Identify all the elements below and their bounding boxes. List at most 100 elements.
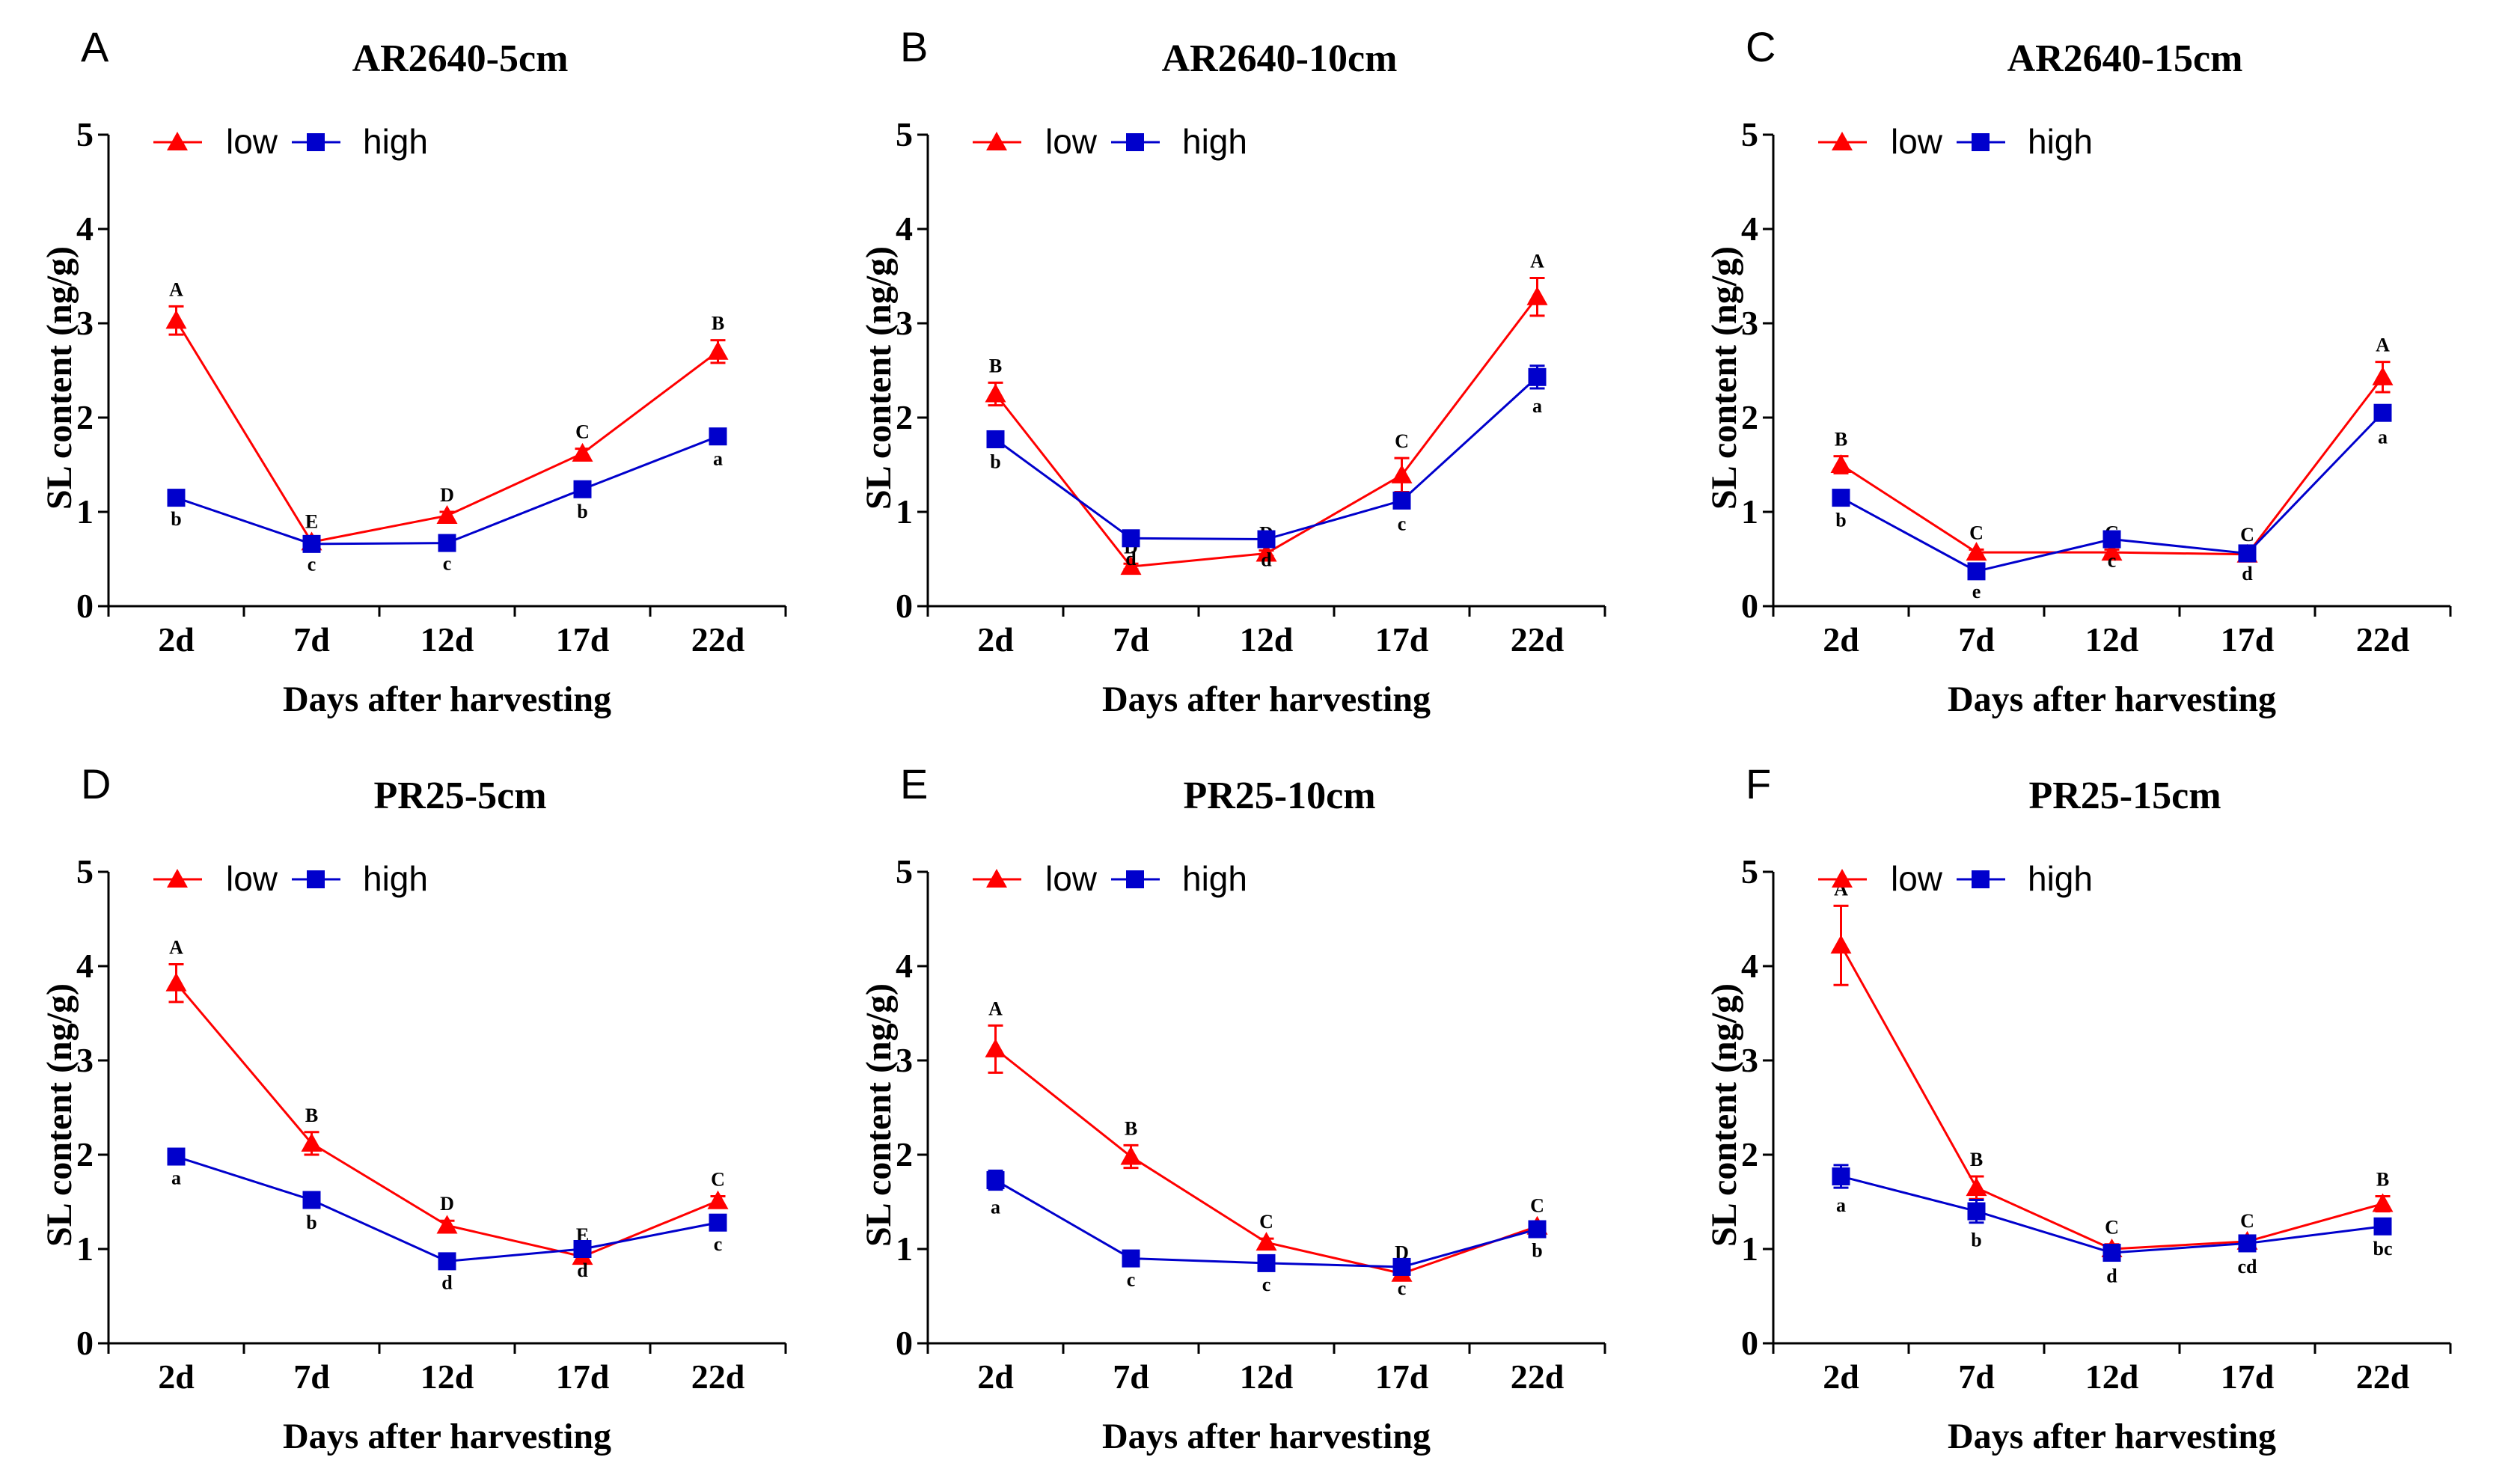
x-tick-label: 12d: [2085, 620, 2139, 659]
data-point-high: [167, 489, 186, 507]
y-tick-label: 2: [76, 1135, 94, 1173]
y-tick-label: 4: [76, 947, 94, 985]
chart-panel-b: B AR2640-10cm 0 1 2 3 4 5 2d 7d 12d 17d 22d Days afte…: [859, 23, 1606, 719]
data-point-high: [986, 430, 1005, 448]
data-point-low: [2372, 366, 2394, 385]
y-tick-label: 3: [896, 304, 913, 342]
chart-panel-a: A AR2640-5cm 0 1 2 3 4 5 2d 7d 12d 17d 22d Days after…: [40, 23, 787, 719]
significance-label-low: A: [1530, 251, 1544, 272]
panel-letter: A: [81, 23, 109, 70]
significance-label-low: C: [2240, 1210, 2254, 1232]
legend-marker-low: [167, 132, 188, 150]
legend-label-low: low: [1045, 859, 1098, 898]
legend-label-low: low: [1045, 122, 1098, 161]
significance-label-low: E: [305, 510, 318, 532]
significance-label-low: C: [1259, 1211, 1273, 1233]
y-tick-label: 0: [896, 1324, 913, 1362]
y-axis-label: SL content (ng/g): [859, 983, 899, 1247]
significance-label-low: B: [712, 313, 724, 335]
legend-marker-high: [1972, 133, 1990, 151]
y-tick-label: 3: [76, 304, 94, 342]
legend-marker-high: [1972, 870, 1990, 888]
significance-label-low: C: [1395, 430, 1409, 452]
x-tick-label: 22d: [1511, 620, 1565, 659]
series-line-high: [994, 376, 1538, 541]
x-tick-label: 2d: [158, 1358, 195, 1396]
significance-label-high: c: [714, 1233, 723, 1255]
significance-label-high: b: [171, 508, 181, 530]
chart-panel-c: C AR2640-15cm 0 1 2 3 4 5 2d 7d 12d 17d 22d Days afte…: [1704, 23, 2452, 719]
x-tick-label: 2d: [158, 620, 195, 659]
significance-label-high: a: [1836, 1194, 1846, 1216]
y-tick-label: 1: [76, 492, 94, 531]
y-tick-label: 5: [1741, 115, 1758, 153]
x-tick-label: 22d: [2356, 1358, 2410, 1396]
x-tick-label: 12d: [2085, 1358, 2139, 1396]
data-point-low: [1120, 1146, 1142, 1165]
significance-label-high: a: [991, 1197, 1000, 1218]
y-axis-label: SL content (ng/g): [1704, 983, 1744, 1247]
y-tick-label: 2: [896, 1135, 913, 1173]
significance-label-high: a: [171, 1167, 181, 1189]
y-tick-label: 3: [1741, 1041, 1758, 1079]
significance-label-low: C: [1969, 522, 1984, 543]
data-point-high: [1832, 489, 1850, 507]
x-tick-label: 22d: [691, 620, 745, 659]
chart-title: AR2640-15cm: [2007, 37, 2243, 80]
data-point-low: [1966, 542, 1987, 561]
chart-panel-d: D PR25-5cm 0 1 2 3 4 5 2d 7d 12d 17d 22d Days after h…: [40, 760, 787, 1456]
y-axis-label: SL content (ng/g): [40, 246, 79, 510]
y-tick-label: 0: [896, 587, 913, 625]
data-point-low: [985, 1038, 1006, 1057]
significance-label-high: b: [306, 1212, 316, 1233]
data-point-high: [2102, 530, 2121, 549]
legend-label-high: high: [1182, 859, 1247, 898]
data-point-low: [707, 1190, 729, 1209]
data-point-low: [2101, 542, 2123, 561]
significance-label-low: A: [169, 936, 183, 958]
significance-label-high: c: [1127, 1269, 1136, 1291]
x-tick-label: 2d: [977, 1358, 1014, 1396]
significance-label-high: d: [1125, 548, 1137, 569]
data-point-low: [436, 505, 458, 525]
y-tick-label: 1: [896, 492, 913, 531]
significance-label-low: C: [2240, 524, 2254, 546]
x-axis-label: Days after harvesting: [1102, 1417, 1431, 1456]
significance-label-high: b: [577, 501, 587, 522]
significance-label-high: c: [308, 554, 316, 575]
significance-label-low: B: [989, 355, 1002, 376]
data-point-high: [302, 1191, 321, 1209]
legend-marker-high: [1126, 870, 1144, 888]
y-tick-label: 2: [896, 398, 913, 436]
data-point-low: [572, 442, 593, 462]
significance-label-high: b: [1532, 1240, 1542, 1262]
x-tick-label: 17d: [1375, 620, 1429, 659]
data-point-high: [573, 1240, 592, 1258]
significance-label-low: B: [2376, 1168, 2389, 1190]
y-tick-label: 2: [1741, 398, 1758, 436]
x-tick-label: 12d: [1240, 1358, 1294, 1396]
legend-label-low: low: [1891, 859, 1943, 898]
y-tick-label: 5: [1741, 852, 1758, 891]
x-tick-label: 17d: [2221, 620, 2275, 659]
data-point-high: [709, 1213, 727, 1232]
data-point-high: [167, 1147, 186, 1166]
data-point-high: [573, 480, 592, 498]
data-point-low: [1391, 464, 1413, 483]
significance-label-high: d: [577, 1259, 588, 1281]
significance-label-low: A: [988, 998, 1003, 1019]
significance-label-low: D: [440, 1193, 454, 1215]
significance-label-high: c: [2108, 550, 2117, 572]
x-tick-label: 7d: [1113, 1358, 1149, 1396]
legend-marker-low: [167, 869, 188, 888]
y-tick-label: 4: [896, 947, 913, 985]
y-tick-label: 5: [76, 115, 94, 153]
x-tick-label: 7d: [1958, 1358, 1995, 1396]
data-point-high: [438, 1252, 456, 1271]
y-tick-label: 5: [896, 115, 913, 153]
legend-label-low: low: [226, 859, 278, 898]
data-point-high: [1528, 1220, 1547, 1239]
x-tick-label: 12d: [420, 620, 474, 659]
y-axis-label: SL content (ng/g): [859, 246, 899, 510]
